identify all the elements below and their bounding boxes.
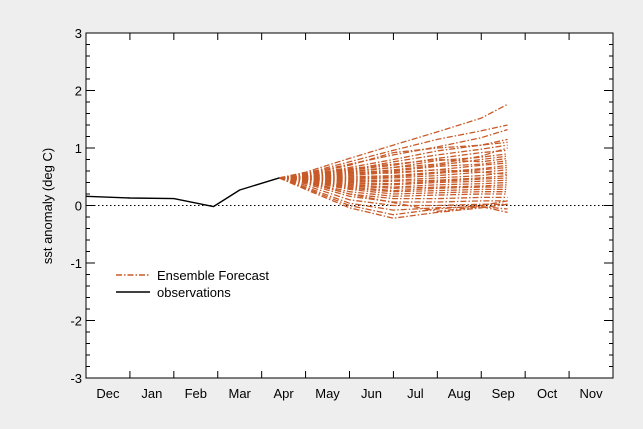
- observations-layer: [85, 177, 280, 208]
- x-tick-label: Dec: [96, 386, 120, 401]
- y-tick-label: 3: [75, 26, 82, 41]
- ensemble-member-line: [279, 177, 508, 207]
- y-tick-label: 1: [75, 141, 82, 156]
- ensemble-forecast-layer: [278, 103, 508, 219]
- x-tick-label: Aug: [448, 386, 471, 401]
- x-tick-label: Oct: [537, 386, 558, 401]
- y-ticks: -3 -2 -1 0 1 2 3: [70, 26, 613, 386]
- y-tick-label: -2: [70, 314, 82, 329]
- ensemble-member-line: [278, 177, 508, 211]
- y-axis-title: sst anomaly (deg C): [40, 148, 55, 264]
- ensemble-member-line: [279, 157, 508, 179]
- legend: Ensemble Forecast observations: [116, 268, 269, 300]
- x-tick-label: Apr: [274, 386, 295, 401]
- x-ticks: Dec Jan Feb Mar Apr May Jun Jul Aug Sep Oct Nov: [85, 33, 614, 401]
- x-tick-label: Jul: [407, 386, 424, 401]
- ensemble-member-line: [279, 103, 508, 179]
- legend-observations-label: observations: [157, 285, 231, 300]
- ensemble-member-line: [279, 177, 508, 200]
- y-tick-label: 2: [75, 84, 82, 99]
- x-tick-label: Feb: [185, 386, 207, 401]
- y-tick-label: 0: [75, 199, 82, 214]
- ensemble-member-line: [278, 177, 508, 219]
- x-tick-label: Jan: [141, 386, 162, 401]
- x-tick-label: Nov: [579, 386, 603, 401]
- x-tick-label: Sep: [492, 386, 515, 401]
- x-tick-label: Mar: [229, 386, 252, 401]
- ensemble-member-line: [278, 177, 508, 216]
- plot-area: [86, 33, 613, 378]
- ensemble-member-line: [279, 177, 508, 214]
- x-tick-label: May: [315, 386, 340, 401]
- ensemble-member-line: [279, 169, 508, 179]
- legend-ensemble-label: Ensemble Forecast: [157, 268, 269, 283]
- y-tick-label: -3: [70, 371, 82, 386]
- y-tick-label: -1: [70, 256, 82, 271]
- observations-line: [85, 177, 280, 208]
- x-tick-label: Jun: [361, 386, 382, 401]
